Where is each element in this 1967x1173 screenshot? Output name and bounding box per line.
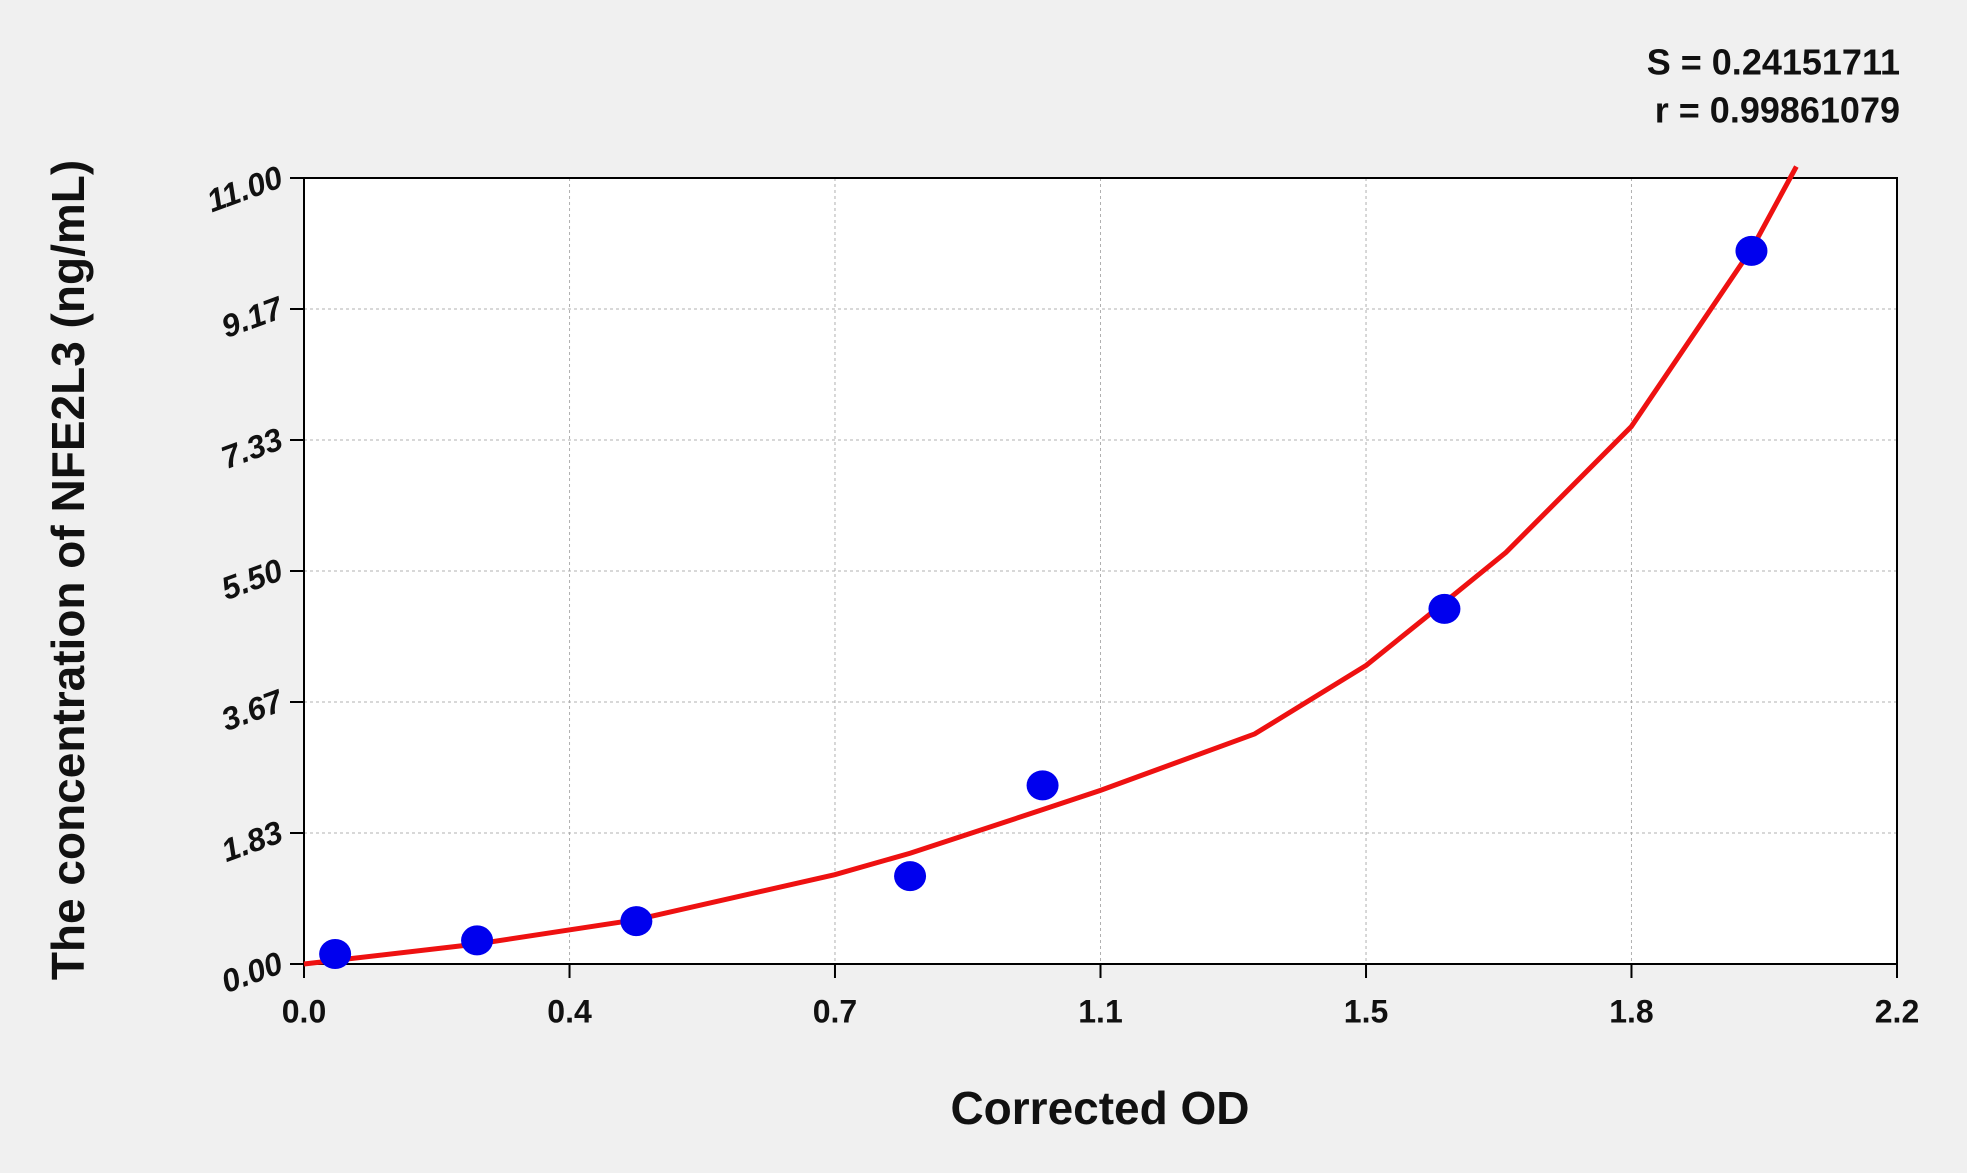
x-tick-label: 0.4	[547, 993, 592, 1029]
y-axis-label: The concentration of NFE2L3 (ng/mL)	[42, 160, 94, 980]
x-axis-label: Corrected OD	[950, 1082, 1249, 1134]
data-point	[1735, 235, 1768, 266]
x-tick-label: 0.7	[813, 993, 857, 1029]
annotation: S = 0.24151711	[1647, 42, 1900, 83]
data-point	[1428, 593, 1461, 624]
data-point	[461, 925, 494, 956]
data-point	[894, 861, 927, 892]
data-point	[1026, 770, 1059, 801]
data-point	[620, 906, 653, 937]
x-tick-label: 1.8	[1609, 993, 1653, 1029]
x-tick-label: 0.0	[282, 993, 326, 1029]
x-tick-label: 2.2	[1875, 993, 1919, 1029]
fit-curve	[303, 165, 1799, 967]
annotation: r = 0.99861079	[1655, 90, 1900, 131]
plot-frame	[303, 177, 1898, 965]
data-point	[319, 938, 352, 969]
x-tick-label: 1.5	[1344, 993, 1388, 1029]
x-tick-label: 1.1	[1078, 993, 1122, 1029]
